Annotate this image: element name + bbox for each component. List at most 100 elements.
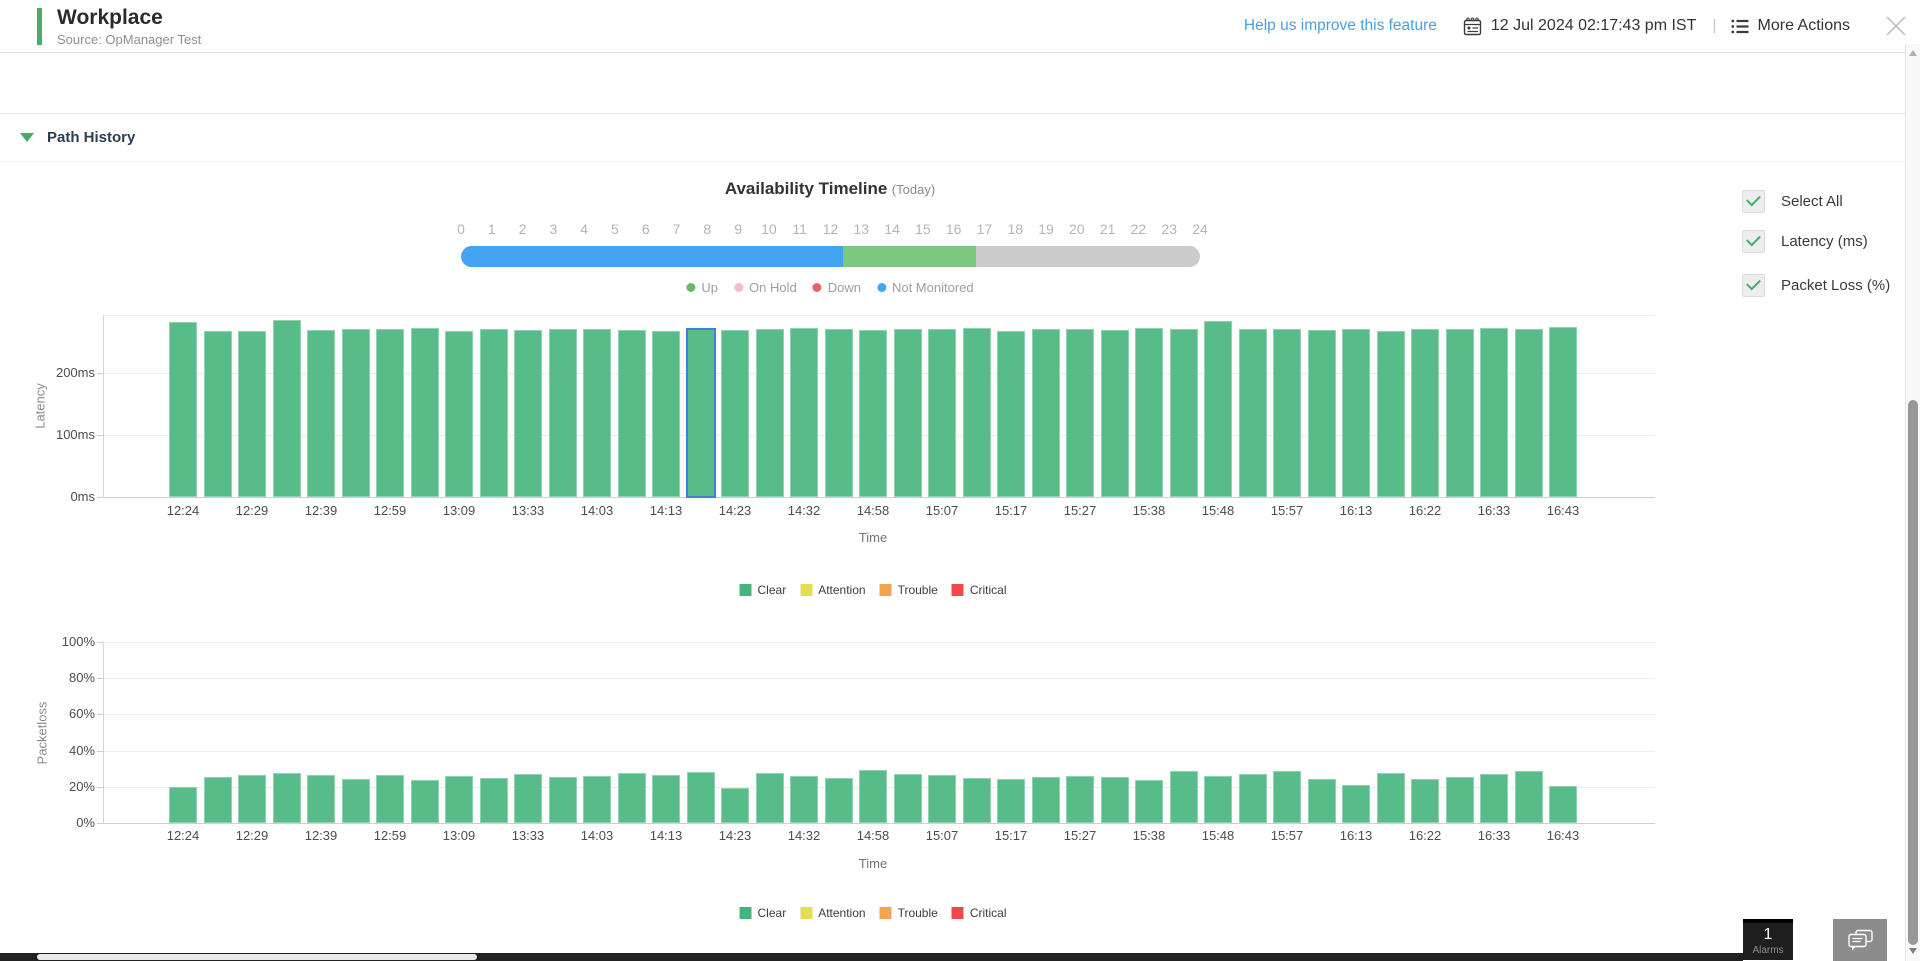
- packetloss-bar[interactable]: [307, 775, 335, 823]
- packetloss-bar[interactable]: [1273, 771, 1301, 823]
- help-improve-link[interactable]: Help us improve this feature: [1243, 17, 1437, 34]
- scrollbar-up-arrow[interactable]: [1909, 50, 1917, 56]
- packetloss-bar[interactable]: [755, 773, 784, 823]
- latency-bar-selected[interactable]: [685, 327, 716, 498]
- packetloss-bar[interactable]: [790, 775, 818, 823]
- latency-bar[interactable]: [755, 329, 784, 497]
- packetloss-bar[interactable]: [583, 775, 611, 823]
- latency-bar[interactable]: [169, 322, 197, 497]
- latency-bar[interactable]: [1549, 326, 1577, 497]
- horizontal-scrollbar-thumb[interactable]: [37, 954, 477, 960]
- packetloss-bar[interactable]: [1204, 775, 1232, 823]
- latency-bar[interactable]: [1204, 321, 1232, 497]
- latency-bar[interactable]: [514, 329, 542, 497]
- latency-bar[interactable]: [445, 330, 473, 497]
- packetloss-bar[interactable]: [1342, 784, 1370, 823]
- latency-bar[interactable]: [790, 328, 818, 497]
- packetloss-bar[interactable]: [1066, 775, 1094, 823]
- latency-bar[interactable]: [1514, 329, 1543, 497]
- alarms-badge[interactable]: 1 Alarms: [1743, 919, 1793, 960]
- latency-bar[interactable]: [376, 329, 404, 497]
- checkbox-select-all[interactable]: Select All: [1742, 190, 1843, 213]
- latency-bar[interactable]: [272, 319, 301, 497]
- chat-support-button[interactable]: [1833, 919, 1887, 961]
- packetloss-bar[interactable]: [1135, 780, 1163, 823]
- checkbox-packet-loss[interactable]: Packet Loss (%): [1742, 274, 1890, 297]
- latency-bar[interactable]: [1135, 328, 1163, 497]
- latency-bar[interactable]: [307, 329, 335, 497]
- checked-checkbox-icon[interactable]: [1742, 190, 1765, 213]
- packetloss-bar[interactable]: [1100, 776, 1129, 823]
- horizontal-scrollbar[interactable]: [0, 953, 1743, 961]
- latency-bar[interactable]: [652, 330, 680, 497]
- packetloss-bar[interactable]: [1514, 771, 1543, 823]
- latency-bar[interactable]: [479, 329, 508, 497]
- packetloss-bar[interactable]: [1411, 778, 1439, 823]
- latency-bar[interactable]: [341, 328, 370, 497]
- checkbox-latency[interactable]: Latency (ms): [1742, 230, 1868, 253]
- packetloss-bar[interactable]: [1238, 774, 1267, 823]
- latency-bar[interactable]: [859, 329, 887, 497]
- close-icon[interactable]: [1884, 14, 1908, 38]
- latency-bar[interactable]: [997, 330, 1025, 497]
- packetloss-bar[interactable]: [686, 772, 715, 823]
- packetloss-bar[interactable]: [445, 775, 473, 823]
- checked-checkbox-icon[interactable]: [1742, 230, 1765, 253]
- latency-bar[interactable]: [962, 328, 991, 497]
- checked-checkbox-icon[interactable]: [1742, 274, 1765, 297]
- packetloss-bar[interactable]: [341, 778, 370, 823]
- latency-bar[interactable]: [203, 330, 232, 497]
- latency-bar[interactable]: [1031, 329, 1060, 497]
- latency-bar[interactable]: [1169, 329, 1198, 497]
- latency-bar[interactable]: [1100, 329, 1129, 497]
- vertical-scrollbar-thumb[interactable]: [1908, 400, 1918, 945]
- latency-bar[interactable]: [1307, 329, 1336, 497]
- latency-bar[interactable]: [1342, 329, 1370, 497]
- latency-bar[interactable]: [1066, 328, 1094, 497]
- latency-bar[interactable]: [1376, 330, 1405, 497]
- collapse-triangle-icon[interactable]: [20, 133, 34, 142]
- packetloss-bar[interactable]: [514, 774, 542, 823]
- packetloss-bar[interactable]: [824, 777, 853, 823]
- latency-bar[interactable]: [238, 331, 266, 497]
- packetloss-bar[interactable]: [1480, 774, 1508, 823]
- latency-bar[interactable]: [1273, 328, 1301, 497]
- packetloss-bar[interactable]: [652, 775, 680, 823]
- latency-bar[interactable]: [928, 329, 956, 497]
- latency-bar[interactable]: [1480, 328, 1508, 497]
- packetloss-bar[interactable]: [169, 786, 197, 823]
- latency-bar[interactable]: [824, 329, 853, 497]
- path-history-section-header[interactable]: Path History: [0, 113, 1920, 162]
- latency-bar[interactable]: [1411, 328, 1439, 497]
- timeline-segment-up[interactable]: [842, 246, 976, 267]
- latency-bar[interactable]: [410, 328, 439, 497]
- latency-bar[interactable]: [721, 329, 749, 497]
- packetloss-bar[interactable]: [617, 773, 646, 823]
- packetloss-bar[interactable]: [893, 774, 922, 823]
- packetloss-bar[interactable]: [928, 775, 956, 823]
- scrollbar-down-arrow[interactable]: [1909, 948, 1917, 954]
- packetloss-bar[interactable]: [1445, 776, 1474, 823]
- packetloss-bar[interactable]: [238, 775, 266, 823]
- timeline-segment-not-monitored[interactable]: [461, 246, 843, 267]
- latency-bar[interactable]: [548, 328, 577, 497]
- packetloss-bar[interactable]: [1549, 785, 1577, 823]
- packetloss-bar[interactable]: [962, 777, 991, 823]
- packetloss-bar[interactable]: [272, 773, 301, 823]
- packetloss-bar[interactable]: [859, 769, 887, 823]
- packetloss-bar[interactable]: [479, 777, 508, 823]
- packetloss-bar[interactable]: [1307, 778, 1336, 823]
- packetloss-bar[interactable]: [203, 776, 232, 823]
- latency-bar[interactable]: [617, 329, 646, 497]
- latency-bar[interactable]: [1445, 329, 1474, 497]
- latency-bar[interactable]: [893, 328, 922, 497]
- packetloss-bar[interactable]: [1169, 771, 1198, 823]
- packetloss-bar[interactable]: [997, 778, 1025, 823]
- packetloss-bar[interactable]: [410, 779, 439, 823]
- packetloss-bar[interactable]: [721, 787, 749, 823]
- packetloss-bar[interactable]: [1031, 776, 1060, 823]
- more-actions-button[interactable]: More Actions: [1757, 17, 1850, 34]
- packetloss-bar[interactable]: [1376, 773, 1405, 823]
- latency-bar[interactable]: [1238, 329, 1267, 497]
- availability-timeline-bar[interactable]: [461, 246, 1200, 267]
